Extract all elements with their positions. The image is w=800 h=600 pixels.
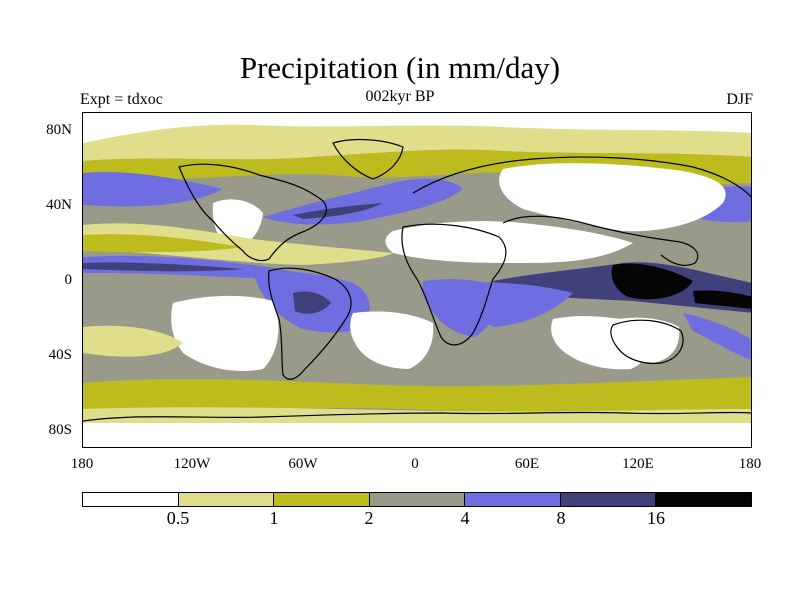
xtick-120w: 120W <box>173 456 211 472</box>
colorbar-box-2 <box>274 493 370 506</box>
colorbar-box-0 <box>83 493 179 506</box>
north-atlantic-navy <box>293 203 383 219</box>
australia-dry <box>606 317 680 363</box>
colorbar-label-16: 16 <box>647 508 665 528</box>
southern-ocean-olive <box>83 377 751 415</box>
coast-australia <box>610 319 684 364</box>
arctic-yellow <box>83 124 751 161</box>
colorbar-label-1: 1 <box>269 508 279 528</box>
xtick-180-west: 180 <box>70 456 94 472</box>
spcz <box>683 313 751 361</box>
sahara-dry <box>385 221 633 263</box>
colorbar-box-4 <box>465 493 561 506</box>
coast-antarctica <box>83 411 751 422</box>
xtick-120e: 120E <box>622 456 654 472</box>
ytick-40n: 40N <box>46 197 72 213</box>
experiment-label: Expt = tdxoc <box>80 91 163 108</box>
map-canvas <box>83 113 751 447</box>
coast-south-america <box>268 267 352 380</box>
xtick-60w: 60W <box>288 456 318 472</box>
xtick-60e: 60E <box>514 456 540 472</box>
ytick-80n: 80N <box>46 122 72 138</box>
amazon-core <box>293 291 331 314</box>
southern-africa-convection <box>422 279 503 337</box>
colorbar-box-6 <box>656 493 752 506</box>
south-atlantic-dry <box>350 311 434 369</box>
colorbar-box-5 <box>560 493 657 506</box>
colorbar-box-3 <box>369 493 466 506</box>
coast-greenland <box>332 138 404 180</box>
south-yellow-halo <box>83 325 183 357</box>
xtick-0: 0 <box>411 456 419 472</box>
north-subtropical-yellow <box>83 223 393 265</box>
eurasia-dry <box>499 163 726 232</box>
colorbar <box>82 492 752 507</box>
north-subtropical-olive <box>83 234 243 253</box>
colorbar-label-2: 2 <box>364 508 374 528</box>
antarctica-band <box>83 423 751 447</box>
colorbar-label-4: 4 <box>460 508 470 528</box>
north-pacific-storm-track <box>83 171 223 207</box>
southern-ocean-yellow <box>83 407 751 425</box>
southeast-pacific-dry <box>171 295 279 372</box>
xtick-180-east: 180 <box>738 456 762 472</box>
chart-title: Precipitation (in mm/day) <box>239 50 561 85</box>
ytick-40s: 40S <box>48 347 72 363</box>
coast-north-america <box>178 163 327 262</box>
colorbar-label-0-5: 0.5 <box>166 508 190 528</box>
itcz-pacific-core <box>83 262 243 272</box>
ytick-80s: 80S <box>48 422 72 438</box>
west-pacific-core <box>693 290 751 309</box>
ytick-0: 0 <box>64 272 73 288</box>
maritime-continent-core <box>611 263 693 300</box>
precipitation-map <box>82 112 752 448</box>
colorbar-label-8: 8 <box>556 508 566 528</box>
coast-africa <box>401 223 507 346</box>
coastlines <box>83 138 751 422</box>
season-label: DJF <box>726 91 753 108</box>
colorbar-box-1 <box>178 493 275 506</box>
time-label: 002kyr BP <box>365 88 435 105</box>
coast-eurasia <box>412 156 751 267</box>
